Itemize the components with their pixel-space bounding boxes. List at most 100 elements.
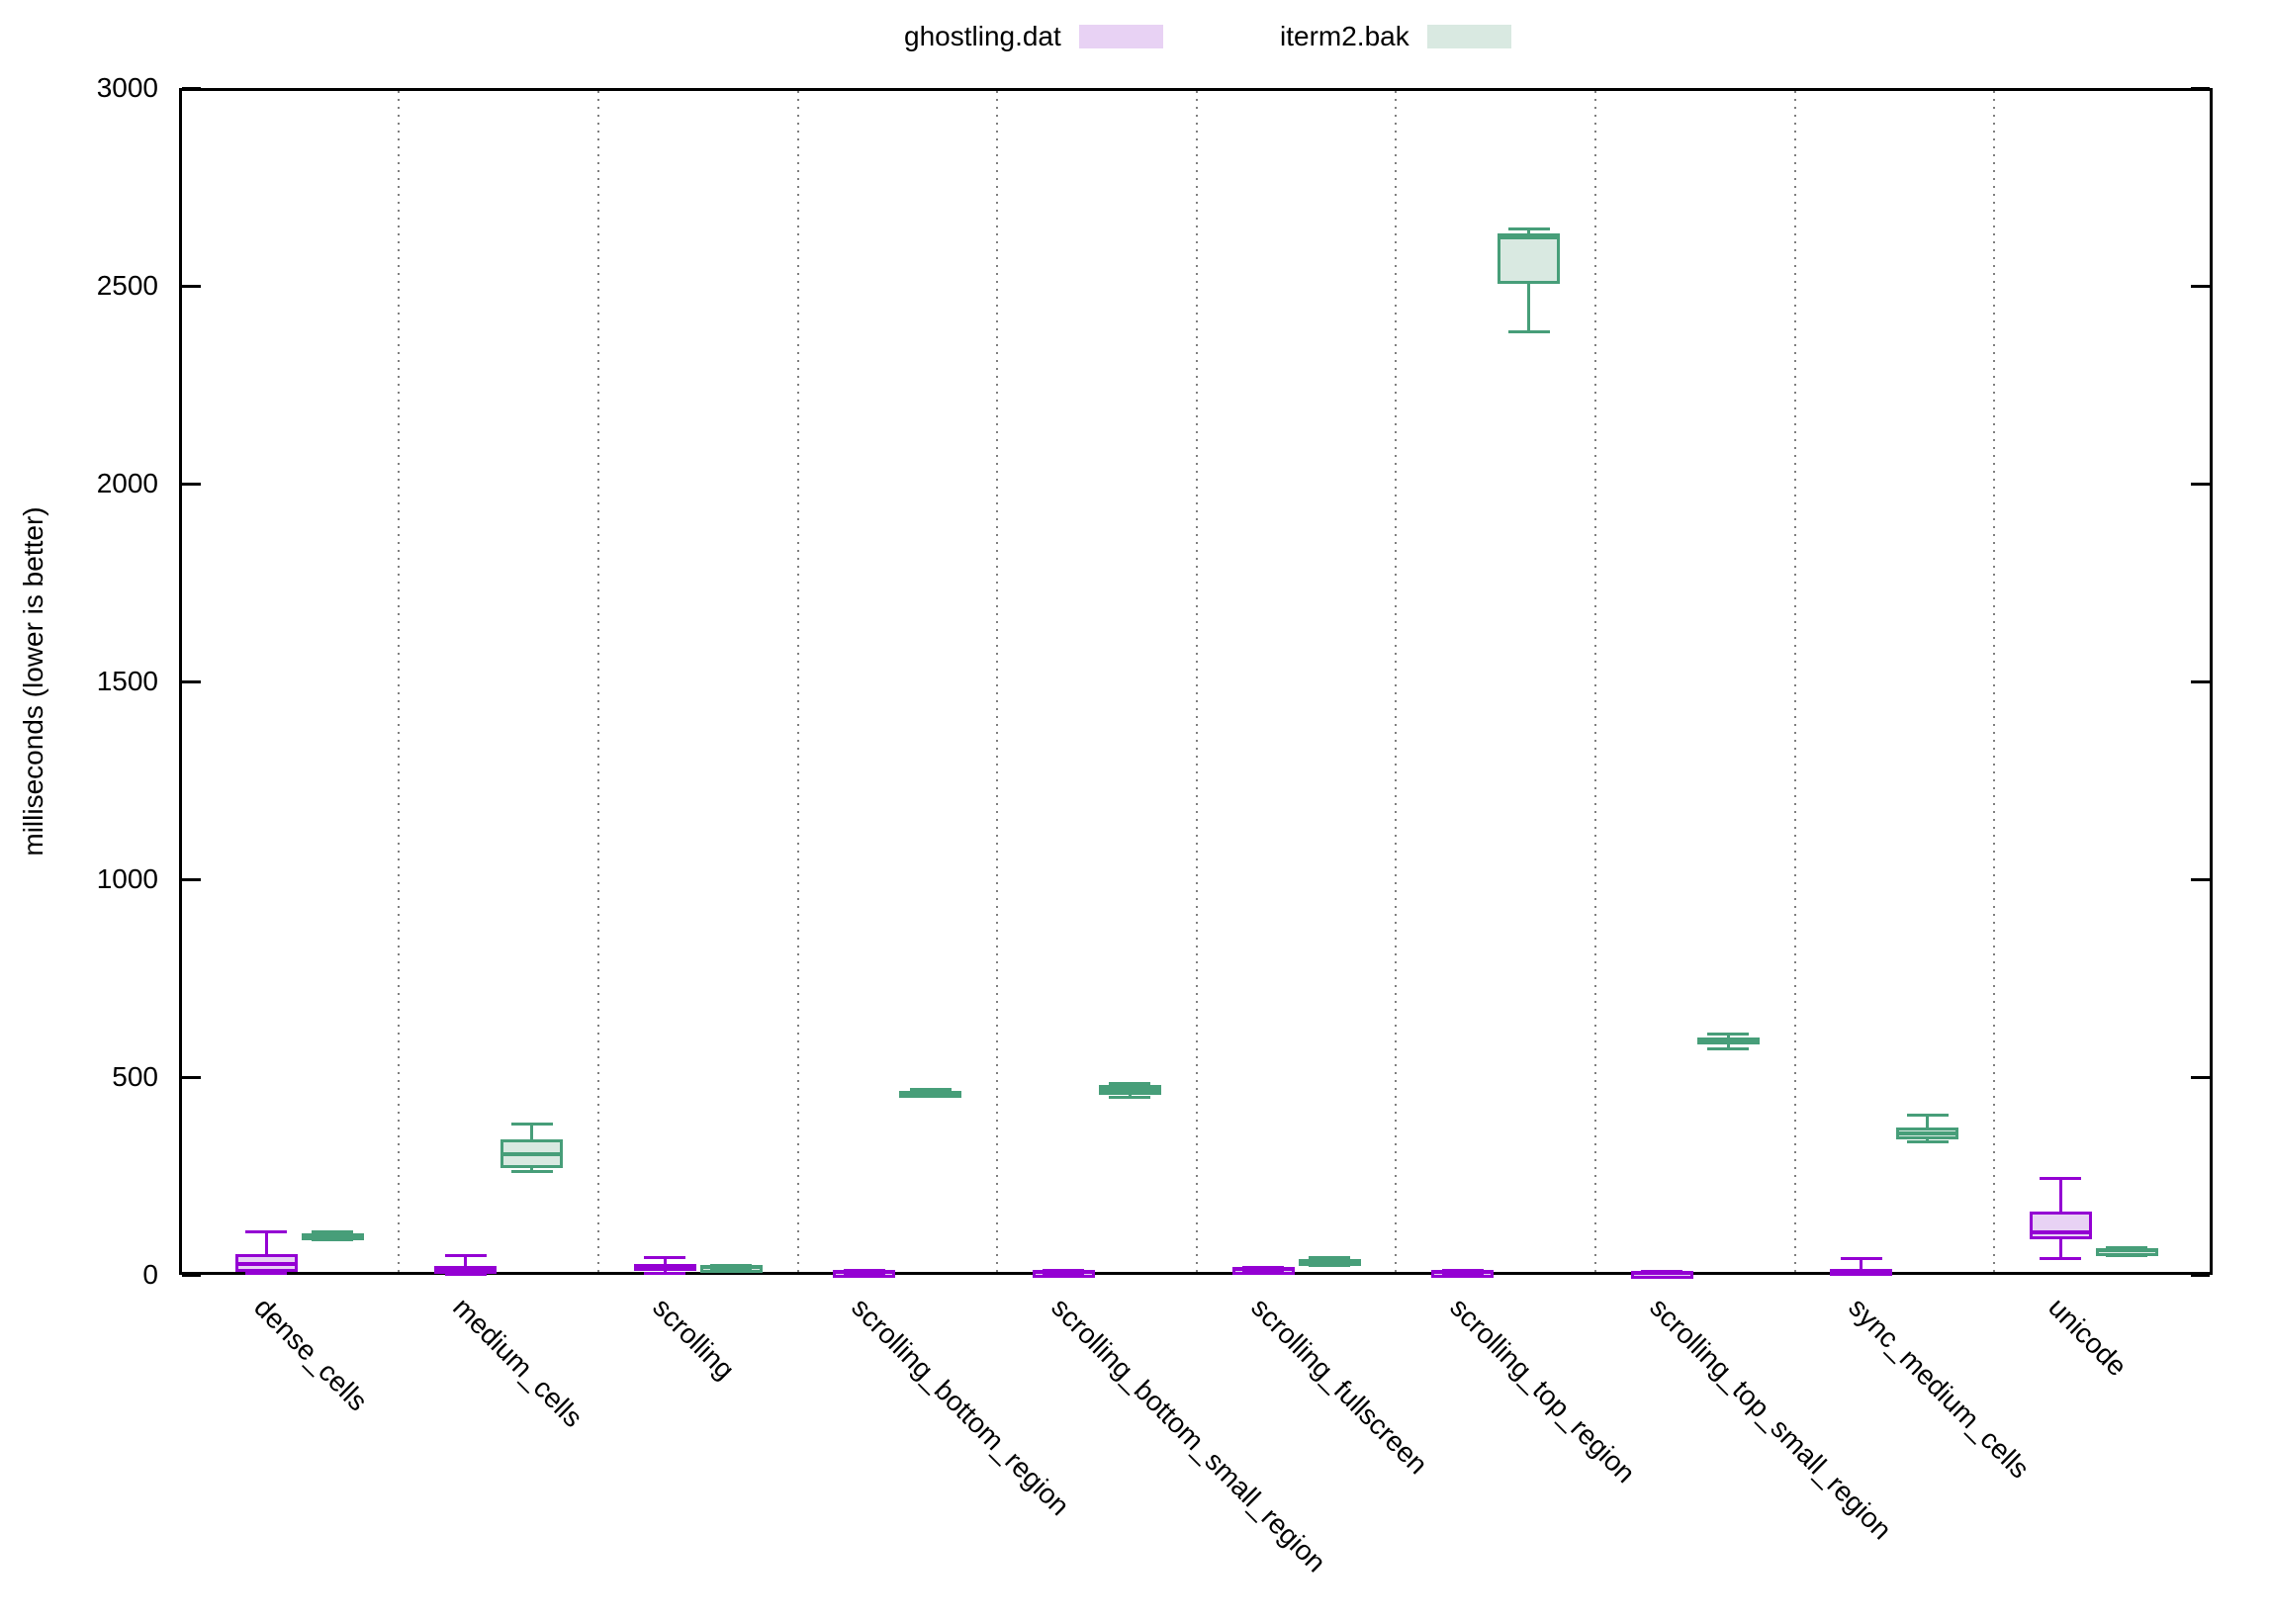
- whisker-cap-upper: [1707, 1033, 1750, 1037]
- grid-separator: [596, 91, 599, 1272]
- whisker-cap-upper: [644, 1255, 686, 1259]
- y-tick-mark-right: [2191, 86, 2210, 90]
- whisker-cap-lower: [710, 1266, 753, 1270]
- y-tick-label-2000: 2000: [96, 468, 158, 498]
- whisker-cap-upper: [2106, 1245, 2148, 1249]
- y-tick-label-0: 0: [142, 1259, 158, 1290]
- median-line: [1696, 1038, 1760, 1043]
- legend-item-iterm2: iterm2.bak: [1280, 22, 1511, 51]
- whisker-cap-upper: [245, 1229, 287, 1233]
- whisker-cap-lower: [1641, 1271, 1683, 1275]
- whisker-stem-upper: [530, 1124, 534, 1140]
- median-line: [633, 1265, 696, 1270]
- whisker-cap-lower: [1707, 1047, 1750, 1051]
- legend-swatch-iterm2: [1426, 25, 1511, 48]
- median-line: [234, 1261, 298, 1266]
- whisker-cap-upper: [444, 1254, 487, 1258]
- x-tick-label-scrolling_top_region: scrolling_top_region: [1444, 1292, 1642, 1489]
- whisker-cap-upper: [1242, 1265, 1284, 1269]
- whisker-stem-upper: [2058, 1178, 2062, 1212]
- whisker-cap-upper: [510, 1122, 553, 1126]
- whisker-cap-lower: [312, 1237, 353, 1241]
- legend-swatch-ghostling: [1078, 25, 1163, 48]
- median-line: [899, 1090, 962, 1095]
- x-tick-label-unicode: unicode: [2042, 1292, 2134, 1383]
- whisker-cap-lower: [1309, 1263, 1350, 1267]
- whisker-cap-upper: [312, 1229, 353, 1233]
- y-tick-mark-right: [2191, 877, 2210, 881]
- median-line: [1098, 1087, 1161, 1092]
- whisker-stem-upper: [264, 1231, 268, 1254]
- y-tick-label-500: 500: [112, 1061, 158, 1092]
- x-tick-label-dense_cells: dense_cells: [247, 1292, 374, 1417]
- legend-item-ghostling: ghostling.dat: [904, 22, 1163, 51]
- whisker-cap-lower: [909, 1094, 952, 1098]
- whisker-stem-upper: [663, 1257, 667, 1265]
- x-tick-label-medium_cells: medium_cells: [447, 1292, 590, 1433]
- median-line: [500, 1152, 564, 1156]
- whisker-cap-lower: [1840, 1273, 1882, 1277]
- y-tick-mark-right: [2191, 1075, 2210, 1079]
- y-tick-mark-left: [182, 1273, 201, 1277]
- plot-area: [179, 88, 2213, 1275]
- grid-separator: [1395, 91, 1398, 1272]
- whisker-cap-lower: [510, 1169, 553, 1173]
- median-line: [699, 1264, 763, 1269]
- y-tick-mark-left: [182, 1075, 201, 1079]
- whisker-cap-lower: [1109, 1095, 1151, 1099]
- x-tick-label-scrolling_fullscreen: scrolling_fullscreen: [1244, 1292, 1433, 1481]
- y-tick-mark-left: [182, 877, 201, 881]
- whisker-cap-lower: [1242, 1269, 1284, 1273]
- whisker-stem-upper: [1527, 228, 1531, 233]
- whisker-stem-upper: [464, 1255, 468, 1267]
- whisker-stem-lower: [2058, 1238, 2062, 1259]
- median-line: [434, 1269, 498, 1274]
- whisker-cap-lower: [644, 1271, 686, 1275]
- y-tick-mark-left: [182, 482, 201, 486]
- whisker-cap-upper: [1043, 1269, 1085, 1273]
- whisker-cap-upper: [1309, 1256, 1350, 1260]
- legend-label-ghostling: ghostling.dat: [904, 21, 1061, 51]
- grid-separator: [796, 91, 799, 1272]
- whisker-cap-lower: [1441, 1271, 1484, 1275]
- whisker-cap-lower: [444, 1273, 487, 1277]
- legend-label-iterm2: iterm2.bak: [1280, 21, 1409, 51]
- x-tick-label-scrolling_bottom_region: scrolling_bottom_region: [846, 1292, 1076, 1522]
- whisker-cap-lower: [1906, 1140, 1949, 1144]
- y-tick-label-2500: 2500: [96, 270, 158, 301]
- box-ghostling-dat-unicode: [2029, 1212, 2092, 1239]
- whisker-cap-upper: [1840, 1257, 1882, 1261]
- whisker-stem-upper: [1926, 1115, 1930, 1128]
- whisker-cap-upper: [710, 1263, 753, 1267]
- whisker-cap-lower: [245, 1272, 287, 1276]
- grid-separator: [1993, 91, 1996, 1272]
- whisker-cap-lower: [2106, 1254, 2148, 1258]
- whisker-cap-upper: [1441, 1269, 1484, 1273]
- median-line: [2095, 1248, 2158, 1253]
- y-tick-mark-right: [2191, 482, 2210, 486]
- median-line: [1231, 1267, 1295, 1271]
- median-line: [301, 1233, 364, 1237]
- whisker-cap-upper: [1906, 1113, 1949, 1117]
- whisker-cap-lower: [1043, 1271, 1085, 1275]
- y-tick-mark-left: [182, 284, 201, 288]
- whisker-stem-lower: [1726, 1043, 1730, 1049]
- whisker-cap-upper: [843, 1269, 885, 1273]
- grid-separator: [1593, 91, 1596, 1272]
- y-tick-mark-right: [2191, 1273, 2210, 1277]
- y-tick-mark-left: [182, 679, 201, 683]
- y-tick-label-1000: 1000: [96, 863, 158, 894]
- whisker-cap-upper: [2040, 1176, 2082, 1180]
- grid-separator: [1195, 91, 1198, 1272]
- whisker-stem-upper: [1860, 1258, 1863, 1269]
- median-line: [1498, 235, 1561, 240]
- y-tick-mark-right: [2191, 284, 2210, 288]
- box-iterm2-bak-scrolling_top_region: [1498, 232, 1561, 284]
- x-tick-label-scrolling: scrolling: [646, 1292, 741, 1386]
- grid-separator: [996, 91, 999, 1272]
- median-line: [1298, 1259, 1361, 1264]
- x-tick-label-sync_medium_cells: sync_medium_cells: [1843, 1292, 2037, 1485]
- y-tick-label-3000: 3000: [96, 72, 158, 103]
